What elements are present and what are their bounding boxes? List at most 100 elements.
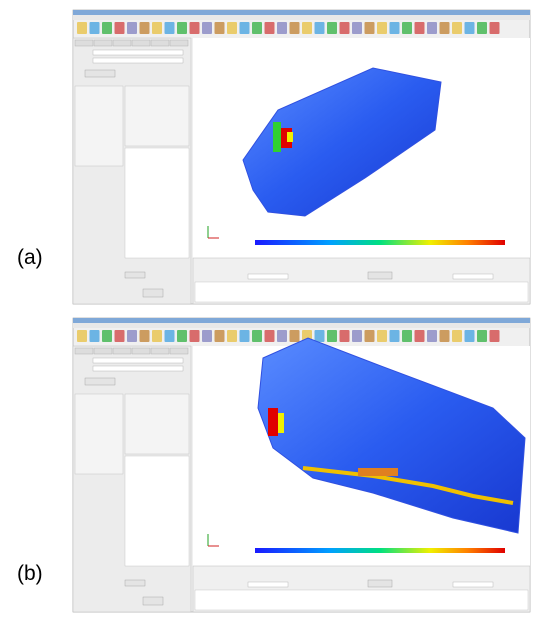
toolbar-icon xyxy=(239,330,250,342)
toolbar-icon xyxy=(377,330,387,342)
menu-bar xyxy=(73,323,530,328)
toolbar-icon xyxy=(139,22,150,34)
tab xyxy=(112,39,132,47)
toolbar-icon xyxy=(489,22,500,34)
toolbar-icon xyxy=(89,330,100,342)
tab xyxy=(169,39,189,47)
log-box xyxy=(194,589,529,611)
toolbar-icon xyxy=(114,22,125,34)
hot-spot xyxy=(273,122,281,152)
toolbar-icon xyxy=(439,330,450,342)
toolbar-icon xyxy=(77,22,87,34)
toolbar-icon xyxy=(314,22,325,34)
toolbar-icon xyxy=(327,22,337,34)
log-box xyxy=(194,281,529,303)
tab xyxy=(93,39,113,47)
toolbar-icon xyxy=(477,330,487,342)
toolbar-icon xyxy=(164,330,175,342)
toolbar-icon xyxy=(102,330,112,342)
button xyxy=(142,288,164,298)
hot-spot xyxy=(268,408,278,436)
model xyxy=(242,67,442,217)
toolbar-icon xyxy=(364,330,375,342)
panel-label: (b) xyxy=(17,562,43,585)
toolbar-icon xyxy=(177,22,187,34)
tab xyxy=(131,347,151,355)
toolbar-icon xyxy=(239,22,250,34)
tab xyxy=(74,347,94,355)
tab xyxy=(150,347,170,355)
color-bar xyxy=(255,548,505,553)
toolbar-icon xyxy=(252,22,262,34)
button xyxy=(84,69,116,78)
hot-spot xyxy=(278,413,284,433)
hot-spot xyxy=(287,132,293,142)
toolbar-icon xyxy=(164,22,175,34)
options-box xyxy=(74,85,124,167)
toolbar-icon xyxy=(252,330,262,342)
toolbar-icon xyxy=(452,22,462,34)
menu-bar xyxy=(73,15,530,20)
toolbar-icon xyxy=(227,22,237,34)
toolbar-icon xyxy=(414,22,425,34)
input xyxy=(92,365,184,372)
toolbar-icon xyxy=(152,22,162,34)
toolbar-icon xyxy=(139,330,150,342)
toolbar-icon xyxy=(127,22,137,34)
button xyxy=(124,579,146,587)
toolbar-icon xyxy=(214,22,225,34)
toolbar-icon xyxy=(352,22,362,34)
toolbar-icon xyxy=(152,330,162,342)
input xyxy=(92,49,184,56)
toolbar-icon xyxy=(102,22,112,34)
toolbar-icon xyxy=(427,22,437,34)
screenshot xyxy=(72,317,531,613)
screenshot xyxy=(72,9,531,305)
toolbar-icon xyxy=(364,22,375,34)
toolbar-icon xyxy=(402,330,412,342)
toolbar-icon xyxy=(452,330,462,342)
toolbar-icon xyxy=(277,22,287,34)
toolbar-icon xyxy=(289,330,300,342)
toolbar-icon xyxy=(489,330,500,342)
toolbar-icon xyxy=(339,22,350,34)
toolbar-icon xyxy=(302,22,312,34)
toolbar-icon xyxy=(202,330,212,342)
title-bar xyxy=(73,318,530,323)
toolbar-icon xyxy=(352,330,362,342)
toolbar-icon xyxy=(127,330,137,342)
toolbar-icon xyxy=(389,330,400,342)
toolbar-icon xyxy=(339,330,350,342)
panel-label: (a) xyxy=(17,246,43,269)
toolbar-icon xyxy=(414,330,425,342)
tab xyxy=(112,347,132,355)
button xyxy=(367,579,393,588)
toolbar-icon xyxy=(189,330,200,342)
button xyxy=(84,377,116,386)
toolbar-icon xyxy=(377,22,387,34)
toolbar-icon xyxy=(427,330,437,342)
input xyxy=(247,273,289,280)
toolbar-icon xyxy=(289,22,300,34)
button xyxy=(142,596,164,606)
options-box xyxy=(124,85,190,147)
toolbar-icon xyxy=(202,22,212,34)
input xyxy=(452,273,494,280)
tab xyxy=(150,39,170,47)
toolbar-icon xyxy=(464,330,475,342)
model xyxy=(257,337,526,534)
toolbar-icon xyxy=(277,330,287,342)
toolbar-icon xyxy=(264,22,275,34)
hot-stripe xyxy=(302,466,514,505)
toolbar-icon xyxy=(439,22,450,34)
input xyxy=(247,581,289,588)
tab xyxy=(93,347,113,355)
list-box xyxy=(124,455,190,567)
toolbar-icon xyxy=(214,330,225,342)
toolbar-icon xyxy=(389,22,400,34)
hot-spot xyxy=(358,468,398,476)
title-bar xyxy=(73,10,530,15)
toolbar-icon xyxy=(402,22,412,34)
